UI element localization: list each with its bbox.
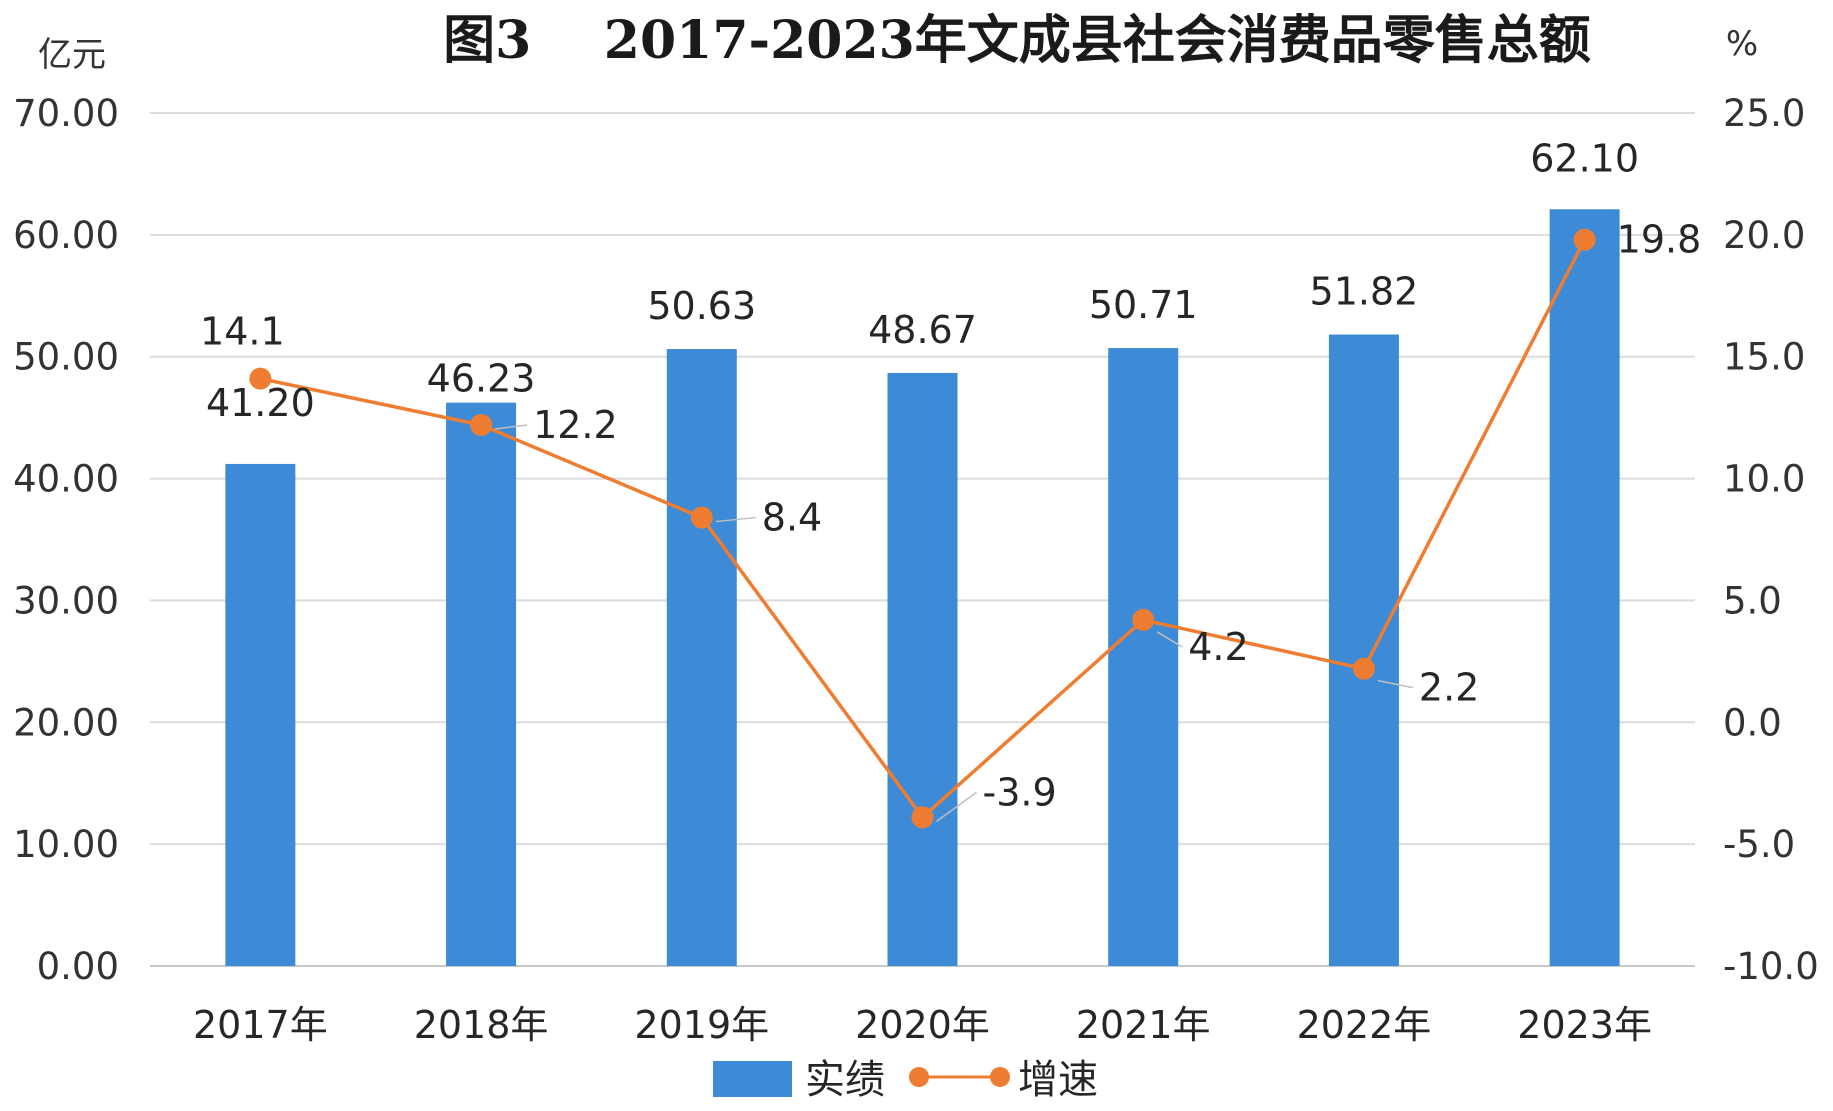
line-point [690, 506, 713, 529]
right-axis-tick-label: 20.0 [1723, 214, 1805, 257]
left-axis-tick-label: 0.00 [37, 945, 119, 988]
category-label: 2021年 [1076, 1003, 1211, 1047]
right-axis-tick-label: 25.0 [1723, 92, 1805, 135]
label-leader-line [1377, 679, 1414, 689]
line-point [1573, 228, 1596, 251]
left-axis-tick-label: 20.00 [13, 701, 119, 744]
line-value-label: 12.2 [533, 403, 618, 447]
bar [666, 349, 737, 966]
bar-value-label: 62.10 [1530, 136, 1639, 180]
bar [1108, 348, 1179, 966]
right-axis-tick-label: 0.0 [1723, 701, 1782, 744]
label-leader-line [936, 791, 977, 822]
legend-bar-swatch [713, 1061, 792, 1097]
right-axis-tick-label: -5.0 [1723, 823, 1795, 866]
line-point [249, 367, 272, 390]
line-value-label: 2.2 [1419, 666, 1479, 710]
bar-value-label: 46.23 [427, 357, 536, 401]
chart-title: 图3 2017-2023年文成县社会消费品零售总额 [443, 10, 1591, 71]
left-axis-tick-label: 70.00 [13, 92, 119, 135]
legend-line-label: 增速 [1018, 1057, 1098, 1103]
category-label: 2020年 [855, 1003, 990, 1047]
legend-line-marker [990, 1067, 1010, 1087]
bar [1549, 209, 1620, 966]
bar [225, 463, 296, 966]
bar-value-label: 48.67 [868, 308, 977, 352]
bar-value-label: 50.63 [647, 284, 756, 328]
right-axis-tick-label: -10.0 [1723, 945, 1819, 988]
left-axis-tick-label: 40.00 [13, 458, 119, 501]
line-value-label: 19.8 [1617, 218, 1702, 262]
category-label: 2019年 [634, 1003, 769, 1047]
left-axis-tick-label: 30.00 [13, 579, 119, 622]
right-axis-tick-label: 10.0 [1723, 458, 1805, 501]
right-axis-ticks: -10.0 -5.0 0.0 5.0 10.0 15.0 20.0 25.0 [1723, 92, 1819, 988]
bar [446, 402, 517, 966]
bar-value-label: 51.82 [1310, 270, 1419, 314]
right-axis-tick-label: 5.0 [1723, 579, 1782, 622]
line-series [249, 228, 1596, 829]
left-axis-unit: 亿元 [38, 35, 106, 75]
left-axis-tick-label: 10.00 [13, 823, 119, 866]
right-axis-tick-label: 15.0 [1723, 336, 1805, 379]
line-value-label: 14.1 [200, 310, 285, 354]
category-label: 2022年 [1297, 1003, 1432, 1047]
category-axis: 2017年 2018年 2019年 2020年 2021年 2022年 2023年 [193, 1003, 1652, 1047]
category-label: 2017年 [193, 1003, 328, 1047]
line-point [1132, 608, 1155, 631]
left-axis-ticks: 0.00 10.00 20.00 30.00 40.00 50.00 60.00 70.00 [13, 92, 119, 988]
bar-series [225, 209, 1620, 967]
bar [887, 372, 958, 967]
line-point [1352, 657, 1375, 680]
legend: 实绩 增速 [713, 1057, 1098, 1103]
label-leader-line [494, 424, 528, 430]
left-axis-tick-label: 60.00 [13, 214, 119, 257]
category-label: 2018年 [414, 1003, 549, 1047]
bar [1328, 334, 1399, 967]
line-value-label: -3.9 [983, 770, 1057, 814]
line-point [470, 413, 493, 436]
bar-value-label: 50.71 [1089, 283, 1198, 327]
legend-line-marker [909, 1067, 929, 1087]
line-point [911, 806, 934, 829]
category-label: 2023年 [1517, 1003, 1652, 1047]
left-axis-tick-label: 50.00 [13, 336, 119, 379]
data-labels: 41.20 46.23 50.63 48.67 50.71 51.82 62.10 14.1 1… [200, 136, 1702, 822]
label-leader-line [715, 516, 756, 523]
label-leader-line [1156, 631, 1183, 648]
legend-bar-label: 实绩 [805, 1057, 885, 1103]
right-axis-unit: % [1726, 24, 1758, 64]
line-value-label: 4.2 [1188, 625, 1248, 669]
line-value-label: 8.4 [762, 496, 822, 540]
bar-value-label: 41.20 [206, 381, 315, 425]
